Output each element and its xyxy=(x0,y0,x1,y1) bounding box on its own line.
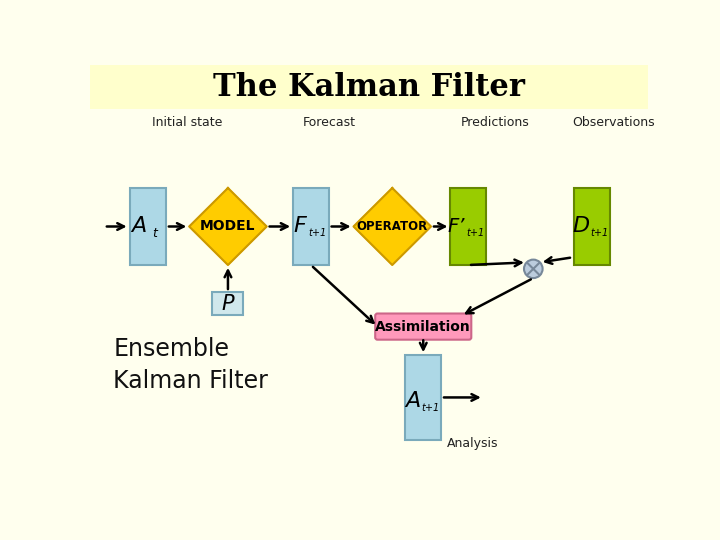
Text: The Kalman Filter: The Kalman Filter xyxy=(213,72,525,103)
Text: t+1: t+1 xyxy=(467,228,485,239)
Text: A: A xyxy=(131,217,147,237)
Bar xyxy=(293,188,329,265)
Text: t+1: t+1 xyxy=(309,228,327,239)
Text: D: D xyxy=(572,217,589,237)
Bar xyxy=(130,188,166,265)
Text: Assimilation: Assimilation xyxy=(375,320,471,334)
FancyBboxPatch shape xyxy=(375,314,472,340)
Bar xyxy=(212,292,243,315)
Circle shape xyxy=(524,260,543,278)
Text: Analysis: Analysis xyxy=(446,437,498,450)
Text: Observations: Observations xyxy=(572,116,654,129)
Text: t: t xyxy=(153,227,158,240)
Text: A: A xyxy=(405,392,420,411)
Bar xyxy=(451,188,486,265)
Text: t+1: t+1 xyxy=(591,228,609,239)
Bar xyxy=(90,65,648,110)
Text: Ensemble
Kalman Filter: Ensemble Kalman Filter xyxy=(113,338,268,393)
Text: Predictions: Predictions xyxy=(461,116,529,129)
Bar xyxy=(575,188,610,265)
Text: Initial state: Initial state xyxy=(152,116,222,129)
Text: OPERATOR: OPERATOR xyxy=(356,220,428,233)
Text: Forecast: Forecast xyxy=(303,116,356,129)
Text: MODEL: MODEL xyxy=(200,219,256,233)
Text: t+1: t+1 xyxy=(422,403,440,413)
Text: P: P xyxy=(222,294,234,314)
Text: F’: F’ xyxy=(448,217,465,236)
Polygon shape xyxy=(354,188,431,265)
Text: F: F xyxy=(294,217,306,237)
Polygon shape xyxy=(189,188,266,265)
Bar xyxy=(405,355,441,440)
